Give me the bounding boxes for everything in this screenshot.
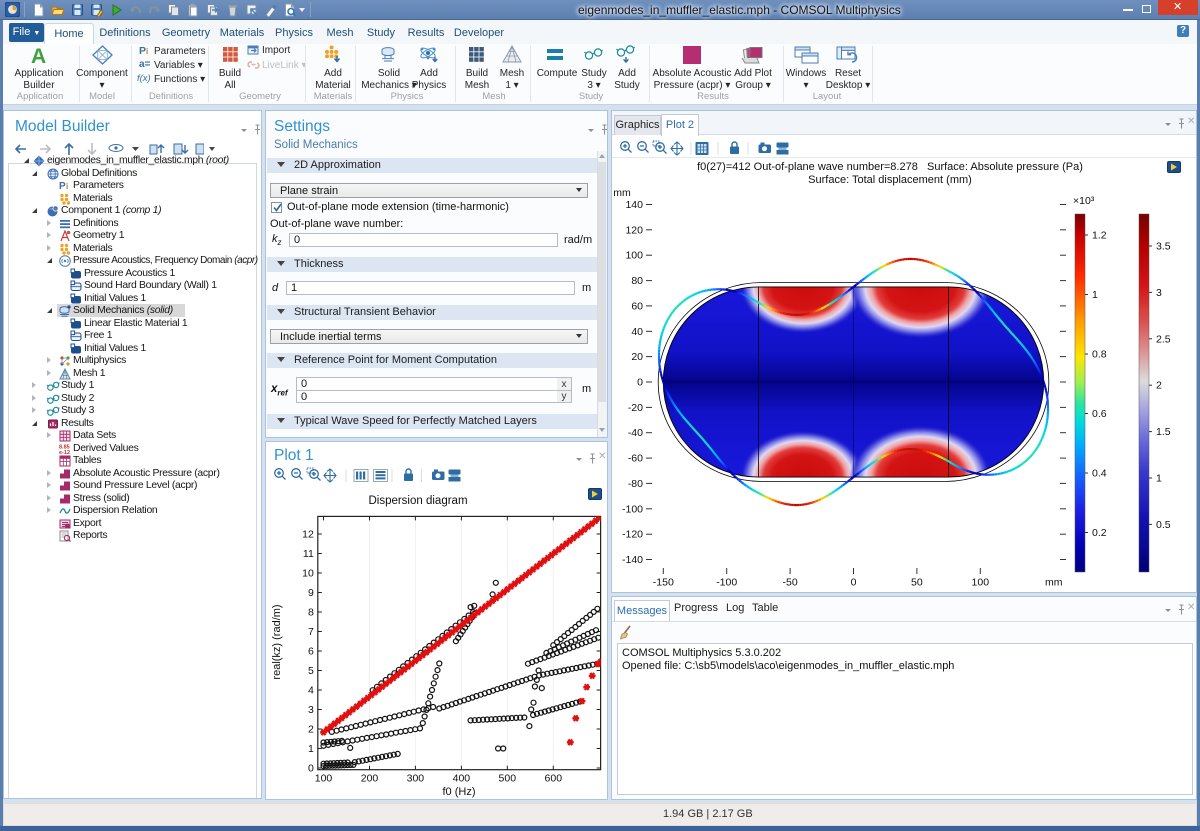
svg-text:-50: -50 bbox=[783, 576, 798, 588]
svg-text:i: i bbox=[66, 182, 68, 191]
svg-text:-150: -150 bbox=[653, 576, 674, 588]
svg-text:20: 20 bbox=[631, 351, 643, 363]
svg-text:400: 400 bbox=[453, 773, 471, 785]
svg-text:7: 7 bbox=[308, 626, 314, 638]
svg-text:0.4: 0.4 bbox=[1092, 468, 1107, 480]
svg-text:100: 100 bbox=[972, 576, 990, 588]
svg-text:mm: mm bbox=[1045, 576, 1063, 588]
svg-text:mm: mm bbox=[613, 187, 631, 199]
svg-text:120: 120 bbox=[625, 224, 643, 236]
svg-text:-20: -20 bbox=[628, 402, 643, 414]
svg-text:1.5: 1.5 bbox=[1156, 426, 1171, 438]
svg-text:100: 100 bbox=[315, 773, 333, 785]
svg-text:8: 8 bbox=[308, 607, 314, 619]
svg-text:0: 0 bbox=[851, 576, 857, 588]
svg-text:1.2: 1.2 bbox=[1092, 230, 1107, 242]
svg-text:Dispersion diagram: Dispersion diagram bbox=[368, 495, 467, 507]
svg-text:600: 600 bbox=[545, 773, 563, 785]
svg-text:50: 50 bbox=[911, 576, 923, 588]
svg-text:200: 200 bbox=[361, 773, 379, 785]
svg-text:140: 140 bbox=[625, 199, 643, 211]
svg-text:5: 5 bbox=[308, 665, 314, 677]
svg-text:2: 2 bbox=[308, 724, 314, 736]
svg-text:40: 40 bbox=[631, 326, 643, 338]
svg-text:11: 11 bbox=[303, 548, 314, 560]
svg-text:4: 4 bbox=[308, 685, 314, 697]
svg-text:-100: -100 bbox=[716, 576, 737, 588]
svg-text:1: 1 bbox=[308, 743, 314, 755]
svg-text:8.85: 8.85 bbox=[59, 444, 70, 450]
svg-text:o: o bbox=[54, 207, 57, 212]
svg-text:1: 1 bbox=[1092, 289, 1098, 301]
svg-text:80: 80 bbox=[631, 275, 643, 287]
svg-text:-140: -140 bbox=[622, 554, 643, 566]
svg-text:0.6: 0.6 bbox=[1092, 408, 1107, 420]
svg-text:2: 2 bbox=[1156, 380, 1162, 392]
svg-text:f0(27)=412 Out-of-plane wave n: f0(27)=412 Out-of-plane wave number=8.27… bbox=[697, 161, 1083, 173]
svg-text:3.5: 3.5 bbox=[1156, 241, 1171, 253]
svg-text:real(kz) (rad/m): real(kz) (rad/m) bbox=[271, 604, 283, 679]
svg-text:10: 10 bbox=[302, 568, 314, 580]
svg-text:-60: -60 bbox=[628, 453, 643, 465]
svg-text:e-12: e-12 bbox=[59, 450, 70, 455]
svg-text:0: 0 bbox=[308, 763, 314, 775]
svg-text:P: P bbox=[59, 181, 66, 192]
svg-text:3: 3 bbox=[1156, 287, 1162, 299]
svg-text:0.2: 0.2 bbox=[1092, 527, 1107, 539]
svg-text:0.5: 0.5 bbox=[1156, 519, 1171, 531]
svg-text:2.5: 2.5 bbox=[1156, 333, 1171, 345]
svg-text:500: 500 bbox=[499, 773, 517, 785]
svg-text:1: 1 bbox=[1156, 473, 1162, 485]
svg-text:60: 60 bbox=[631, 300, 643, 312]
svg-text:-80: -80 bbox=[628, 478, 643, 490]
svg-text:9: 9 bbox=[308, 587, 314, 599]
svg-text:Surface: Total displacement (m: Surface: Total displacement (mm) bbox=[808, 174, 972, 186]
svg-text:6: 6 bbox=[308, 646, 314, 658]
svg-text:-40: -40 bbox=[628, 427, 643, 439]
svg-text:f0 (Hz): f0 (Hz) bbox=[443, 786, 476, 798]
svg-text:300: 300 bbox=[407, 773, 425, 785]
svg-text:3: 3 bbox=[308, 704, 314, 716]
svg-text:-120: -120 bbox=[622, 529, 643, 541]
svg-text:-100: -100 bbox=[622, 503, 643, 515]
svg-text:100: 100 bbox=[625, 250, 643, 262]
svg-text:12: 12 bbox=[302, 529, 314, 541]
svg-text:0: 0 bbox=[637, 377, 643, 389]
svg-text:×10³: ×10³ bbox=[1073, 195, 1095, 207]
svg-text:0.8: 0.8 bbox=[1092, 349, 1107, 361]
